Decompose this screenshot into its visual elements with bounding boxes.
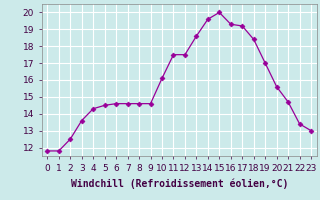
X-axis label: Windchill (Refroidissement éolien,°C): Windchill (Refroidissement éolien,°C)	[70, 178, 288, 189]
